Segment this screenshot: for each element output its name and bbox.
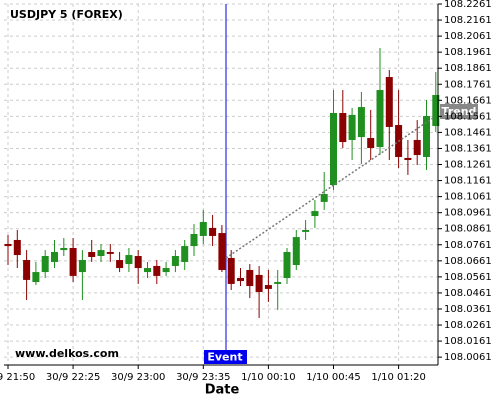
event-box <box>204 350 247 364</box>
candle-body <box>162 268 170 273</box>
x-tick-label: 1/10 01:20 <box>371 372 425 383</box>
y-tick-label: 108.2261 <box>444 0 492 10</box>
y-tick-label: 108.1561 <box>444 111 492 122</box>
candle-body <box>4 243 12 247</box>
candle-body <box>264 285 272 289</box>
candle-body <box>227 257 235 284</box>
candle-body <box>432 95 440 126</box>
candle-body <box>69 247 77 276</box>
y-tick-label: 108.0061 <box>444 352 492 363</box>
candle-body <box>181 246 189 262</box>
trend-box <box>440 104 478 119</box>
y-tick-label: 108.0361 <box>444 304 492 315</box>
x-axis-label: Date <box>205 383 240 398</box>
candle-body <box>134 256 142 269</box>
candles <box>4 47 440 318</box>
chart-title: USDJPY 5 (FOREX) <box>10 8 123 21</box>
watermark: www.delkos.com <box>15 347 119 360</box>
candle-body <box>144 268 151 273</box>
y-tick-label: 108.0761 <box>444 240 492 251</box>
x-tick-label: 30/9 22:25 <box>46 372 100 383</box>
y-tick-label: 108.2061 <box>444 31 492 42</box>
candle-body <box>274 282 282 284</box>
x-tick-label: 1/10 00:10 <box>241 372 295 383</box>
candle-body <box>116 260 124 269</box>
candle-body <box>423 116 430 157</box>
candle-body <box>237 278 244 282</box>
candle-body <box>330 112 337 186</box>
x-tick-label: 30/9 21:50 <box>0 372 35 383</box>
candle-body <box>320 194 328 202</box>
y-tick-label: 108.1461 <box>444 127 492 138</box>
candle-body <box>246 269 254 287</box>
y-tick-label: 108.0961 <box>444 208 492 219</box>
trend-label: Trend <box>442 105 477 118</box>
candle-body <box>283 251 291 279</box>
candle-body <box>88 251 96 257</box>
grid <box>4 3 438 365</box>
y-tick-label: 108.1761 <box>444 79 492 90</box>
y-tick-label: 108.0561 <box>444 272 492 283</box>
y-tick-label: 108.0161 <box>444 336 492 347</box>
candle-body <box>413 139 421 156</box>
candle-body <box>153 265 161 276</box>
y-tick-label: 108.1161 <box>444 176 492 187</box>
y-tick-label: 108.0661 <box>444 256 492 267</box>
candle-body <box>348 114 356 140</box>
candle-body <box>218 233 226 270</box>
candle-body <box>357 107 365 138</box>
candle-body <box>51 251 58 262</box>
y-tick-label: 108.1861 <box>444 63 492 74</box>
candle-body <box>311 211 319 217</box>
y-tick-label: 108.2161 <box>444 15 492 26</box>
y-tick-label: 108.0461 <box>444 288 492 299</box>
x-tick-label: 1/10 00:45 <box>306 372 360 383</box>
event-label: Event <box>207 351 242 364</box>
y-tick-label: 108.0861 <box>444 224 492 235</box>
candle-body <box>97 250 105 257</box>
candle-body <box>106 251 114 254</box>
y-tick-label: 108.1661 <box>444 95 492 106</box>
candle-body <box>339 112 347 143</box>
candle-body <box>171 256 179 266</box>
y-tick-label: 108.1961 <box>444 47 492 58</box>
candle-body <box>190 234 198 247</box>
candle-body <box>23 260 31 280</box>
y-tick-label: 108.1361 <box>444 143 492 154</box>
candle-body <box>13 239 21 256</box>
candle-body <box>41 256 49 273</box>
candle-body <box>292 237 300 265</box>
x-tick-label: 30/9 23:00 <box>111 372 165 383</box>
y-tick-label: 108.1261 <box>444 160 492 171</box>
candle-body <box>32 272 40 283</box>
y-tick-label: 108.0261 <box>444 320 492 331</box>
candle-body <box>367 138 375 148</box>
candle-body <box>60 247 68 251</box>
candle-body <box>125 255 133 265</box>
candle-body <box>385 77 393 127</box>
candle-body <box>376 90 384 148</box>
candle-body <box>302 230 310 232</box>
candle-body <box>255 274 263 292</box>
candle-body <box>78 260 86 273</box>
trend-line <box>225 117 434 259</box>
candle-body <box>209 227 217 236</box>
candle-body <box>199 221 207 236</box>
y-tick-label: 108.1061 <box>444 192 492 203</box>
x-tick-label: 30/9 23:35 <box>176 372 230 383</box>
candle-body <box>404 157 412 161</box>
